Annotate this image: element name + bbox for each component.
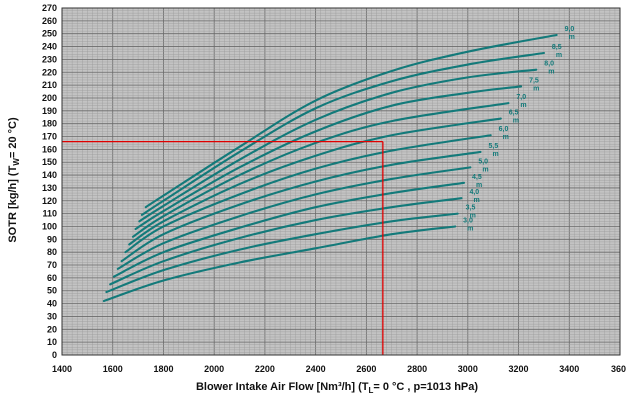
y-tick-label: 250 [42, 29, 57, 39]
depth-unit: m [470, 213, 476, 220]
grid [61, 7, 621, 356]
tick-labels: 1400 1600 1800 2000 2200 2400 2600 2800 3000 3200… [42, 3, 626, 374]
depth-label: 5,5 [489, 143, 499, 150]
y-axis-title: SOTR [kg/h] (TW= 20 °C) [7, 117, 21, 243]
x-tick-label: 1600 [103, 364, 123, 374]
y-tick-label: 40 [47, 299, 57, 309]
depth-curve-7-5 [134, 85, 523, 231]
y-tick-label: 170 [42, 132, 57, 142]
depth-curve-3-5 [105, 212, 459, 294]
depth-unit: m [533, 85, 539, 92]
y-tick-label: 120 [42, 196, 57, 206]
depth-unit: m [569, 34, 575, 41]
x-tick-label: 3400 [559, 364, 579, 374]
depth-curve-8-5 [140, 51, 545, 216]
depth-unit: m [556, 52, 562, 59]
depth-unit: m [503, 134, 509, 141]
depth-label: 8,0 [544, 61, 554, 68]
depth-label: 3,5 [466, 205, 476, 212]
depth-label: 5,0 [478, 158, 488, 165]
y-tick-label: 150 [42, 157, 57, 167]
plot-frame [61, 7, 621, 356]
depth-label: 9,0 [565, 26, 575, 33]
y-tick-label: 240 [42, 42, 57, 52]
y-tick-label: 30 [47, 311, 57, 321]
depth-label: 7,5 [529, 77, 539, 84]
y-tick-label: 90 [47, 234, 57, 244]
x-tick-label: 2200 [255, 364, 275, 374]
depth-curve-5-0 [116, 166, 472, 270]
y-tick-label: 140 [42, 170, 57, 180]
y-tick-label: 130 [42, 183, 57, 193]
depth-curve-8-0 [138, 68, 538, 223]
x-tick-label: 2800 [407, 364, 427, 374]
y-tick-label: 80 [47, 247, 57, 257]
depth-unit: m [467, 225, 473, 232]
y-tick-label: 200 [42, 93, 57, 103]
depth-curves: 3,0m3,5m4,0m4,5m5,0m5,5m6,0m6,5m7,0m7,5m… [102, 26, 575, 303]
depth-curve-6-5 [128, 117, 502, 246]
depth-curve-4-5 [112, 181, 466, 278]
x-axis-title: Blower Intake Air Flow [Nm³/h] (TL= 0 °C… [196, 381, 478, 395]
reference-lines [62, 141, 384, 355]
y-tick-label: 210 [42, 80, 57, 90]
y-tick-label: 270 [42, 3, 57, 13]
y-tick-label: 230 [42, 54, 57, 64]
x-tick-label: 1400 [52, 364, 72, 374]
y-tick-label: 70 [47, 260, 57, 270]
y-tick-label: 260 [42, 16, 57, 26]
depth-label: 4,0 [469, 189, 479, 196]
x-tick-label: 3000 [458, 364, 478, 374]
depth-unit: m [493, 151, 499, 158]
depth-curve-4-0 [109, 197, 463, 286]
depth-unit: m [482, 166, 488, 173]
y-tick-label: 220 [42, 67, 57, 77]
y-tick-label: 100 [42, 221, 57, 231]
y-tick-label: 60 [47, 273, 57, 283]
y-tick-label: 50 [47, 286, 57, 296]
y-tick-label: 0 [52, 350, 57, 360]
y-tick-label: 10 [47, 337, 57, 347]
x-tick-label: 360 [611, 364, 626, 374]
depth-label: 7,0 [516, 94, 526, 101]
depth-unit: m [548, 69, 554, 76]
x-tick-label: 2000 [204, 364, 224, 374]
y-tick-label: 20 [47, 324, 57, 334]
depth-unit: m [473, 197, 479, 204]
x-tick-label: 1800 [153, 364, 173, 374]
depth-label: 4,5 [472, 174, 482, 181]
y-tick-label: 180 [42, 119, 57, 129]
depth-curve-7-0 [131, 102, 510, 238]
depth-label: 6,0 [499, 126, 509, 133]
depth-unit: m [513, 118, 519, 125]
depth-label: 6,5 [509, 110, 519, 117]
depth-label: 3,0 [463, 217, 473, 224]
x-tick-label: 3200 [509, 364, 529, 374]
x-tick-label: 2400 [306, 364, 326, 374]
depth-curve-9-0 [144, 33, 558, 209]
depth-curve-3-0 [102, 225, 457, 303]
depth-curve-6-0 [124, 134, 492, 254]
depth-curve-5-5 [120, 150, 482, 263]
depth-unit: m [476, 182, 482, 189]
depth-unit: m [520, 102, 526, 109]
y-tick-label: 110 [42, 209, 57, 219]
depth-label: 8,5 [552, 44, 562, 51]
y-tick-label: 160 [42, 144, 57, 154]
y-tick-label: 190 [42, 106, 57, 116]
x-tick-label: 2600 [356, 364, 376, 374]
